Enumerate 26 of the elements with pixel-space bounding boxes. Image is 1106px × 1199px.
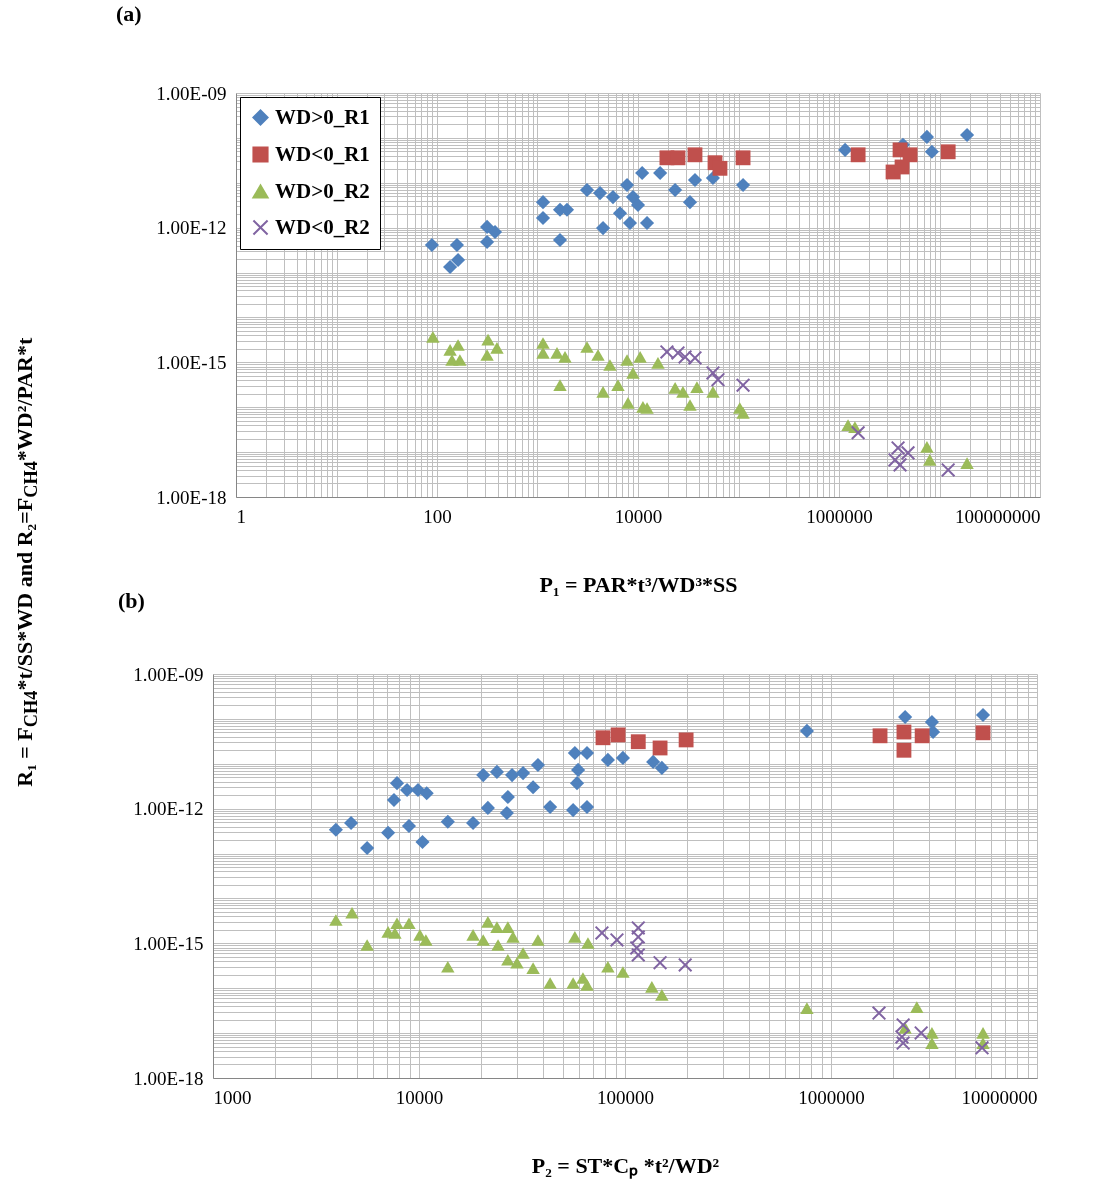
legend-label: WD<0_R1 xyxy=(275,141,370,166)
x-axis-title: P₂ = ST*Cₚ *t²/WD² xyxy=(531,1152,720,1179)
legend-label: WD>0_R1 xyxy=(275,104,370,129)
x-tick-label: 10000000 xyxy=(961,1086,1038,1108)
x-tick-label: 1000 xyxy=(213,1086,252,1108)
x-tick-label: 100000 xyxy=(597,1086,654,1108)
x-axis-title: P₁ = PAR*t³/WD³*SS xyxy=(539,571,738,597)
x-tick-label: 10000 xyxy=(395,1086,444,1108)
y-tick-label: 1.00E-15 xyxy=(156,351,227,373)
x-tick-label: 1000000 xyxy=(806,505,873,527)
legend-label: WD<0_R2 xyxy=(275,214,370,239)
x-tick-label: 1000000 xyxy=(798,1086,865,1108)
legend-label: WD>0_R2 xyxy=(275,178,370,203)
y-tick-label: 1.00E-09 xyxy=(156,82,227,104)
y-tick-label: 1.00E-12 xyxy=(133,798,204,820)
y-tick-label: 1.00E-15 xyxy=(133,932,204,954)
y-tick-label: 1.00E-18 xyxy=(133,1067,204,1089)
y-tick-label: 1.00E-18 xyxy=(156,486,227,508)
x-tick-label: 1 xyxy=(236,505,246,527)
x-tick-label: 100 xyxy=(423,505,452,527)
chart-title: (a) xyxy=(116,1,142,26)
y-tick-label: 1.00E-12 xyxy=(156,217,227,239)
y-tick-label: 1.00E-09 xyxy=(133,663,204,685)
chart-title: (b) xyxy=(118,588,145,613)
x-tick-label: 100000000 xyxy=(955,505,1041,527)
x-tick-label: 10000 xyxy=(614,505,663,527)
